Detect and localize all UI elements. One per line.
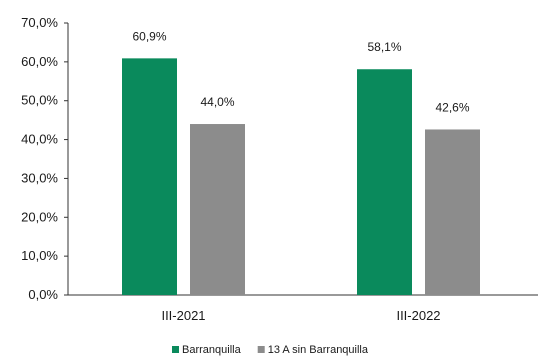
x-category-label: III-2021 [161,308,205,323]
data-labels-group: 60,9% 44,0% 58,1% 42,6% [132,29,469,114]
y-tick-label: 0,0% [28,287,58,302]
bar-barranquilla-iii-2022 [357,69,412,296]
data-label: 42,6% [435,100,469,114]
y-tick-label: 30,0% [21,170,58,185]
legend-label: Barranquilla [182,344,242,356]
y-tick-label: 10,0% [21,248,58,263]
bar-13a-sin-barranquilla-iii-2021 [190,124,245,296]
y-tick-label: 60,0% [21,54,58,69]
category-labels-group: III-2021 III-2022 [161,308,440,323]
legend-label: 13 A sin Barranquilla [268,344,369,356]
y-axis-ticks: 0,0% 10,0% 20,0% 30,0% 40,0% 50,0% 60,0% 70,0% [21,15,68,302]
bar-13a-sin-barranquilla-iii-2022 [425,129,480,295]
legend-swatch [172,346,179,353]
data-label: 60,9% [132,29,166,43]
y-tick-label: 40,0% [21,132,58,147]
y-tick-label: 50,0% [21,93,58,108]
y-tick-label: 70,0% [21,15,58,30]
y-tick-label: 20,0% [21,209,58,224]
bar-barranquilla-iii-2021 [122,58,177,295]
data-label: 44,0% [200,95,234,109]
legend: Barranquilla 13 A sin Barranquilla [172,344,369,356]
x-category-label: III-2022 [396,308,440,323]
legend-swatch [257,346,265,353]
bars-group [122,58,480,296]
data-label: 58,1% [367,40,401,54]
